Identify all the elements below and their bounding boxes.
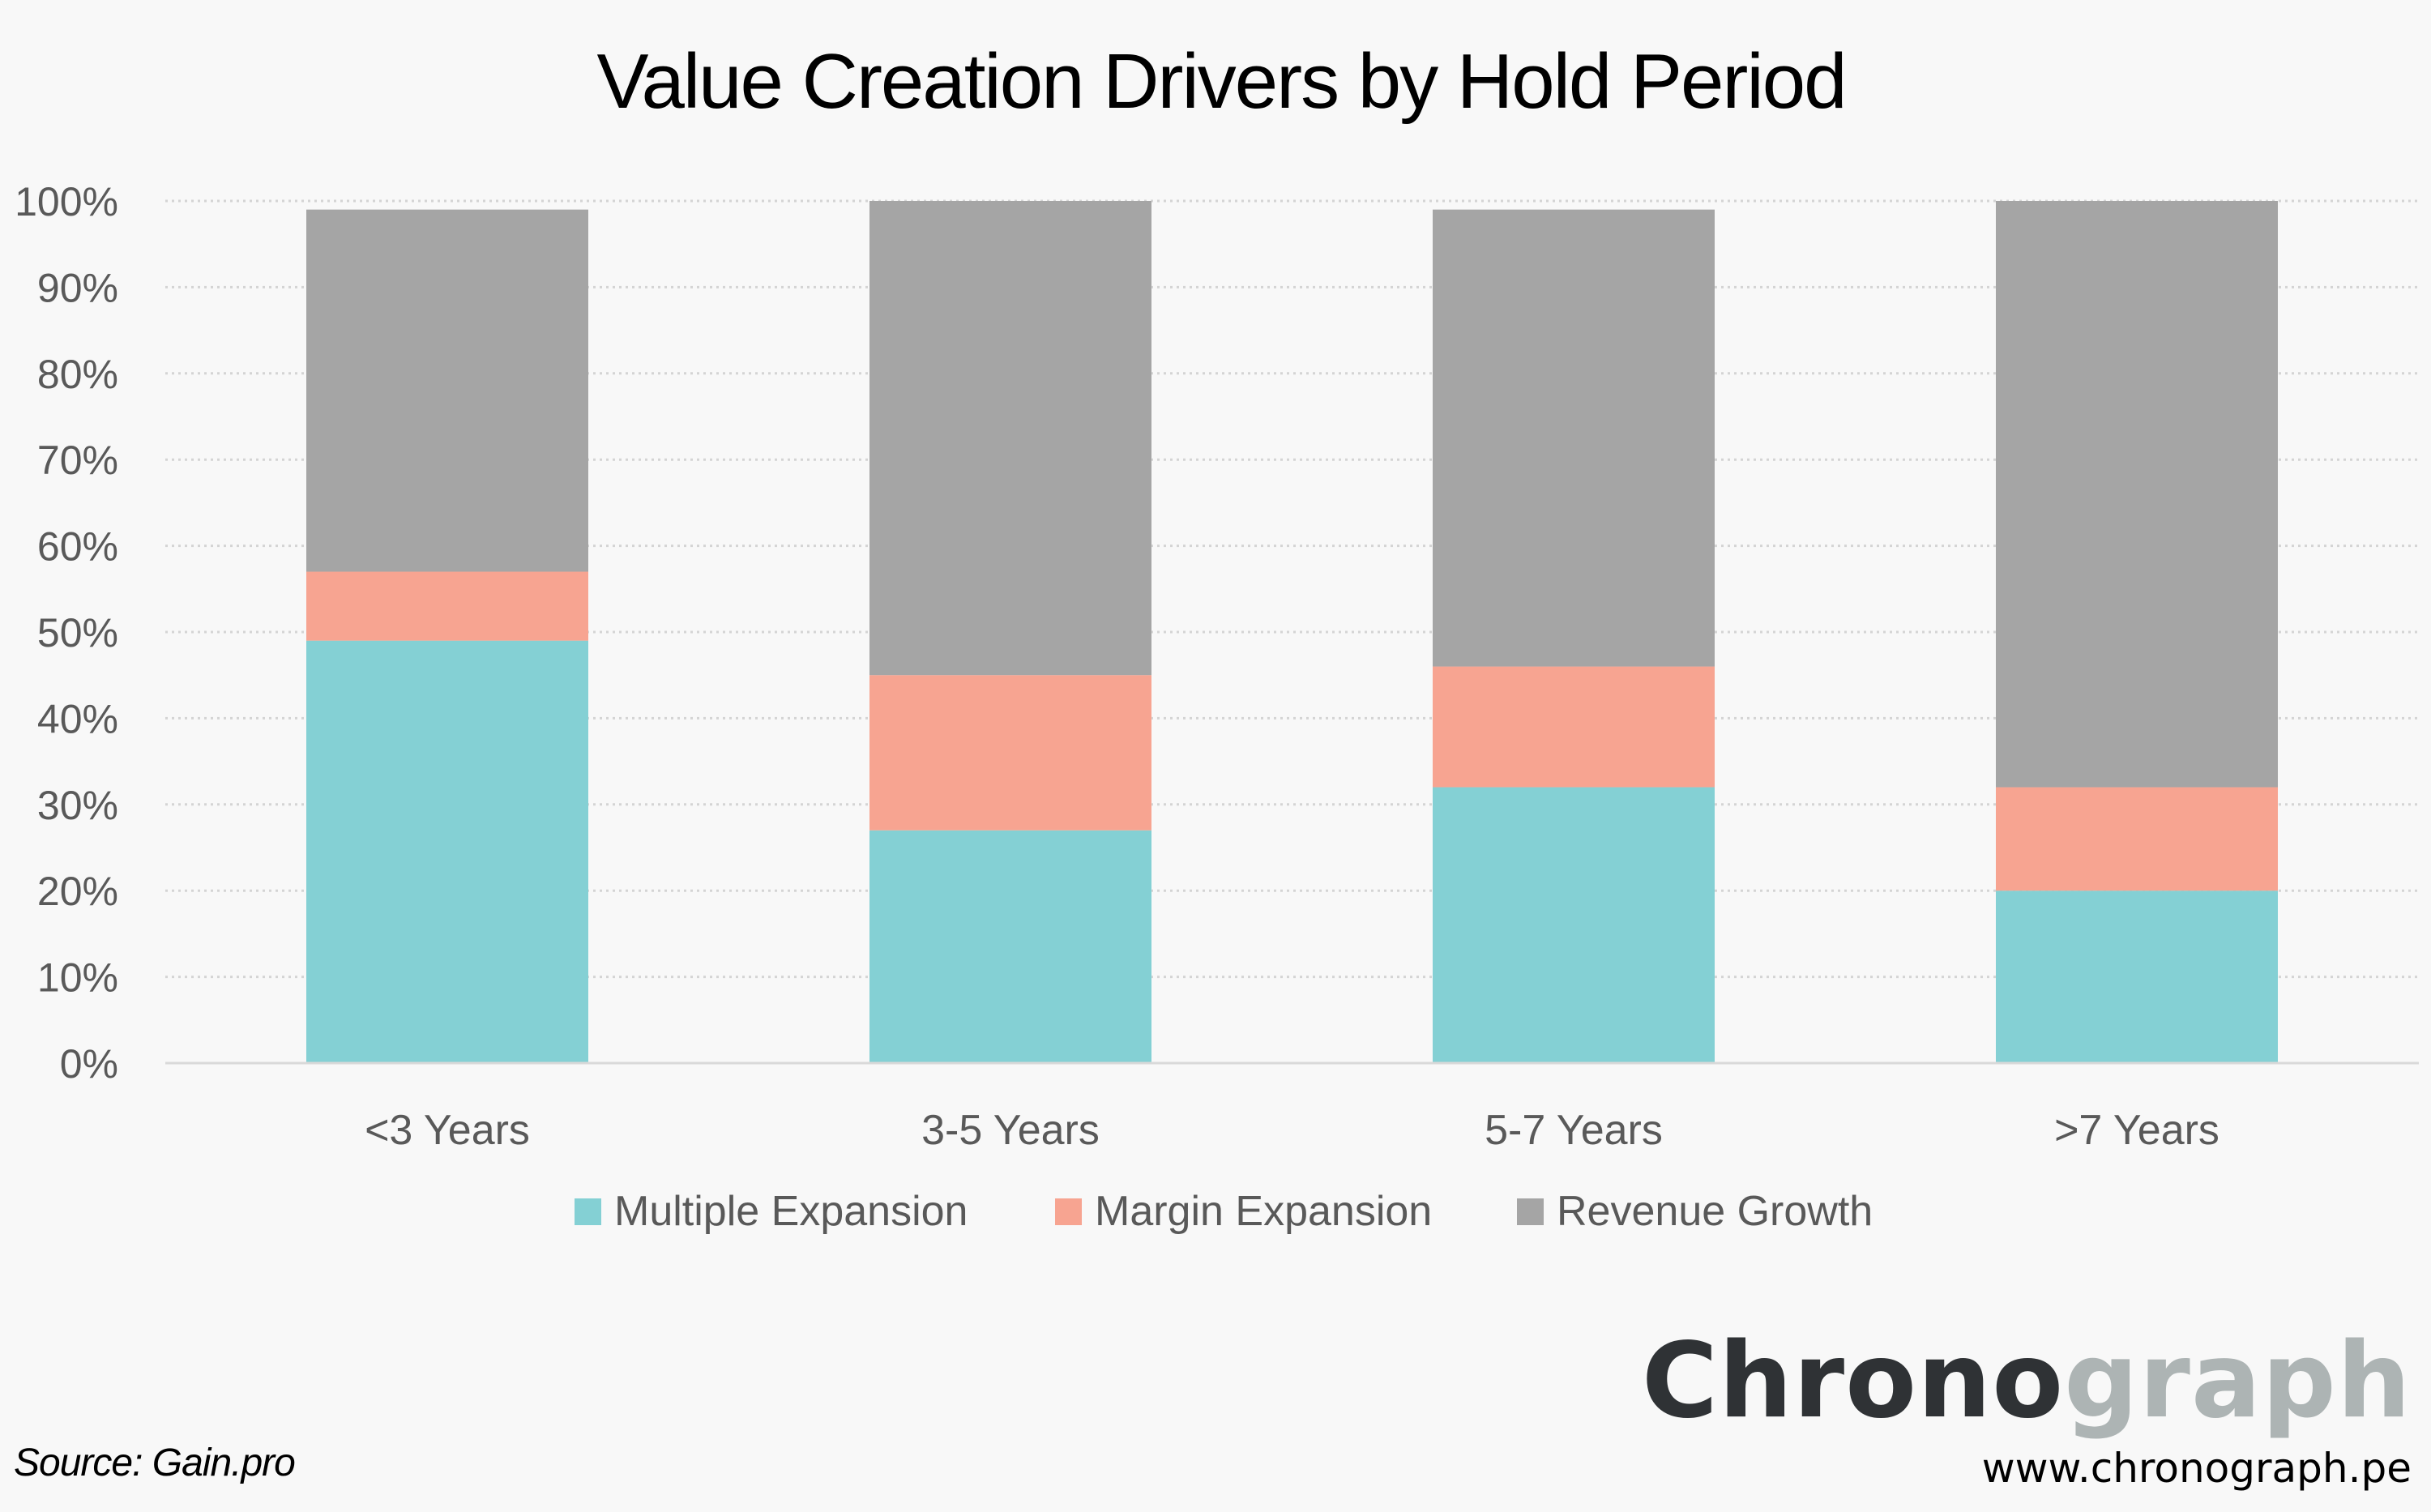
chart-title: Value Creation Drivers by Hold Period: [596, 38, 1848, 125]
legend-item: Multiple Expansion: [575, 1188, 968, 1235]
legend-swatch: [1055, 1198, 1082, 1225]
bar-segment-revenue-growth: [306, 209, 588, 572]
y-tick-label: 60%: [37, 524, 118, 570]
legend-label: Margin Expansion: [1095, 1188, 1432, 1235]
legend-item: Margin Expansion: [1055, 1188, 1432, 1235]
bar-segment-revenue-growth: [869, 201, 1151, 676]
y-tick-label: 0%: [60, 1041, 118, 1087]
y-tick-label: 70%: [37, 438, 118, 483]
bar-segment-margin-expansion: [306, 571, 588, 641]
bar-segment-multiple-expansion: [1433, 787, 1715, 1063]
bar-segment-multiple-expansion: [869, 830, 1151, 1063]
bar-segment-multiple-expansion: [1996, 891, 2278, 1063]
legend-swatch: [575, 1198, 601, 1225]
y-tick-label: 30%: [37, 783, 118, 828]
x-tick-label: <3 Years: [365, 1107, 530, 1154]
x-axis-ticks: <3 Years 3-5 Years 5-7 Years >7 Years: [365, 1107, 2220, 1154]
bar-stack: [1433, 209, 1715, 1063]
y-tick-label: 40%: [37, 696, 118, 741]
x-tick-label: 5-7 Years: [1485, 1107, 1663, 1154]
bars: [306, 201, 2278, 1063]
bar-segment-multiple-expansion: [306, 640, 588, 1063]
bar-stack: [306, 209, 588, 1063]
y-tick-label: 80%: [37, 352, 118, 397]
legend-item: Revenue Growth: [1517, 1188, 1873, 1235]
legend-label: Multiple Expansion: [614, 1188, 968, 1235]
logo-light-part: graph: [2064, 1321, 2412, 1442]
legend-label: Revenue Growth: [1557, 1188, 1873, 1235]
brand-block: Chronograph www.chronograph.pe: [1642, 1321, 2412, 1493]
bar-stack: [869, 201, 1151, 1063]
bar-segment-revenue-growth: [1996, 201, 2278, 788]
bar-segment-revenue-growth: [1433, 209, 1715, 667]
source-note: Source: Gain.pro: [14, 1442, 296, 1484]
y-tick-label: 90%: [37, 265, 118, 310]
brand-url: www.chronograph.pe: [1981, 1445, 2412, 1492]
x-tick-label: >7 Years: [2054, 1107, 2220, 1154]
y-tick-label: 50%: [37, 610, 118, 656]
y-tick-label: 20%: [37, 869, 118, 914]
chronograph-logo: Chronograph: [1642, 1321, 2412, 1442]
bar-stack: [1996, 201, 2278, 1063]
legend-swatch: [1517, 1198, 1544, 1225]
bar-segment-margin-expansion: [869, 675, 1151, 831]
bar-segment-margin-expansion: [1996, 787, 2278, 891]
legend: Multiple Expansion Margin Expansion Revenu…: [575, 1188, 1873, 1235]
y-axis-ticks: 0% 10% 20% 30% 40% 50% 60% 70% 80% 90% 100%: [15, 179, 118, 1087]
bar-segment-margin-expansion: [1433, 666, 1715, 788]
logo-dark-part: Chrono: [1641, 1321, 2065, 1442]
y-tick-label: 10%: [37, 955, 118, 1001]
y-tick-label: 100%: [15, 179, 118, 224]
x-tick-label: 3-5 Years: [921, 1107, 1100, 1154]
